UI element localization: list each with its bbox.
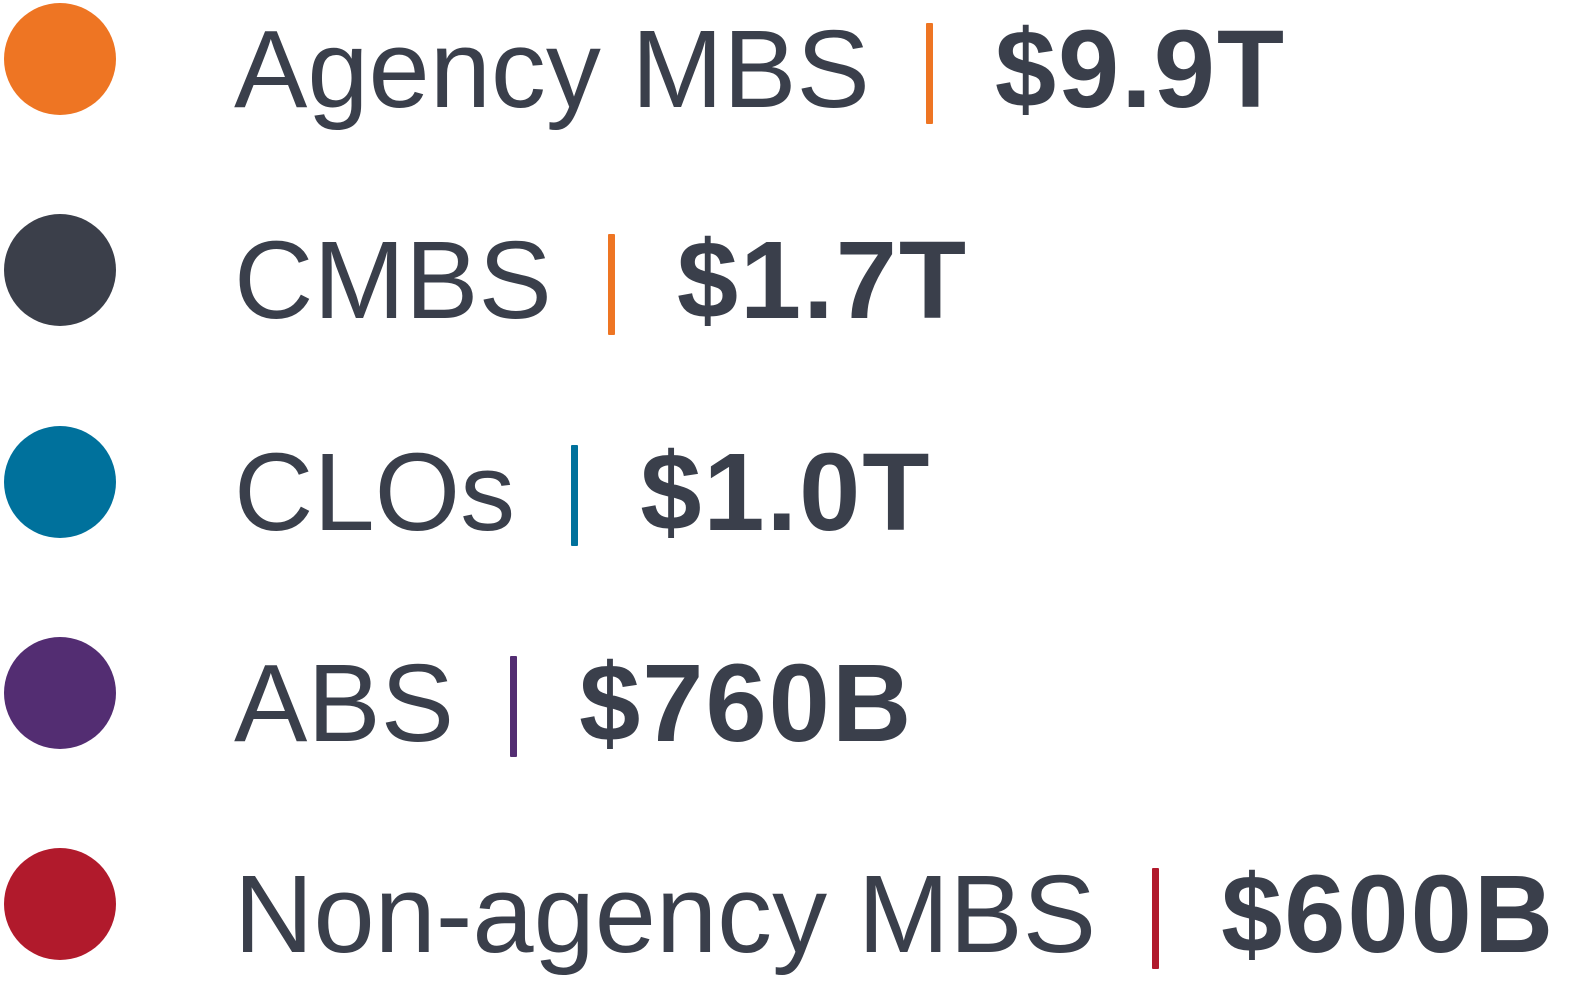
legend-dot-icon <box>4 425 116 538</box>
legend-item-value: $760B <box>579 641 914 765</box>
legend-item-value: $1.7T <box>676 219 969 343</box>
legend-dot-icon <box>4 636 116 749</box>
legend-item: CMBS $1.7T <box>0 213 1591 336</box>
divider <box>1152 867 1160 969</box>
legend-item-label: CLOs <box>234 430 516 554</box>
legend-item: ABS $760B <box>0 636 1591 758</box>
divider <box>510 656 518 758</box>
legend-dot-icon <box>4 3 116 115</box>
legend-item-value: $600B <box>1221 853 1556 976</box>
legend-item: Agency MBS $9.9T <box>0 2 1591 125</box>
legend-item-label: Agency MBS <box>234 8 870 131</box>
divider <box>607 233 615 335</box>
legend-item: CLOs $1.0T <box>0 425 1591 547</box>
legend-item-label: ABS <box>234 641 455 765</box>
divider <box>925 22 933 124</box>
legend-item-label: Non-agency MBS <box>234 853 1097 976</box>
legend-item-value: $9.9T <box>994 8 1287 131</box>
divider <box>571 445 579 546</box>
legend-dot-icon <box>4 214 116 327</box>
legend-item: Non-agency MBS $600B <box>0 847 1591 970</box>
legend-dot-icon <box>4 848 116 960</box>
legend-item-label: CMBS <box>234 219 552 343</box>
legend-item-value: $1.0T <box>640 430 932 554</box>
